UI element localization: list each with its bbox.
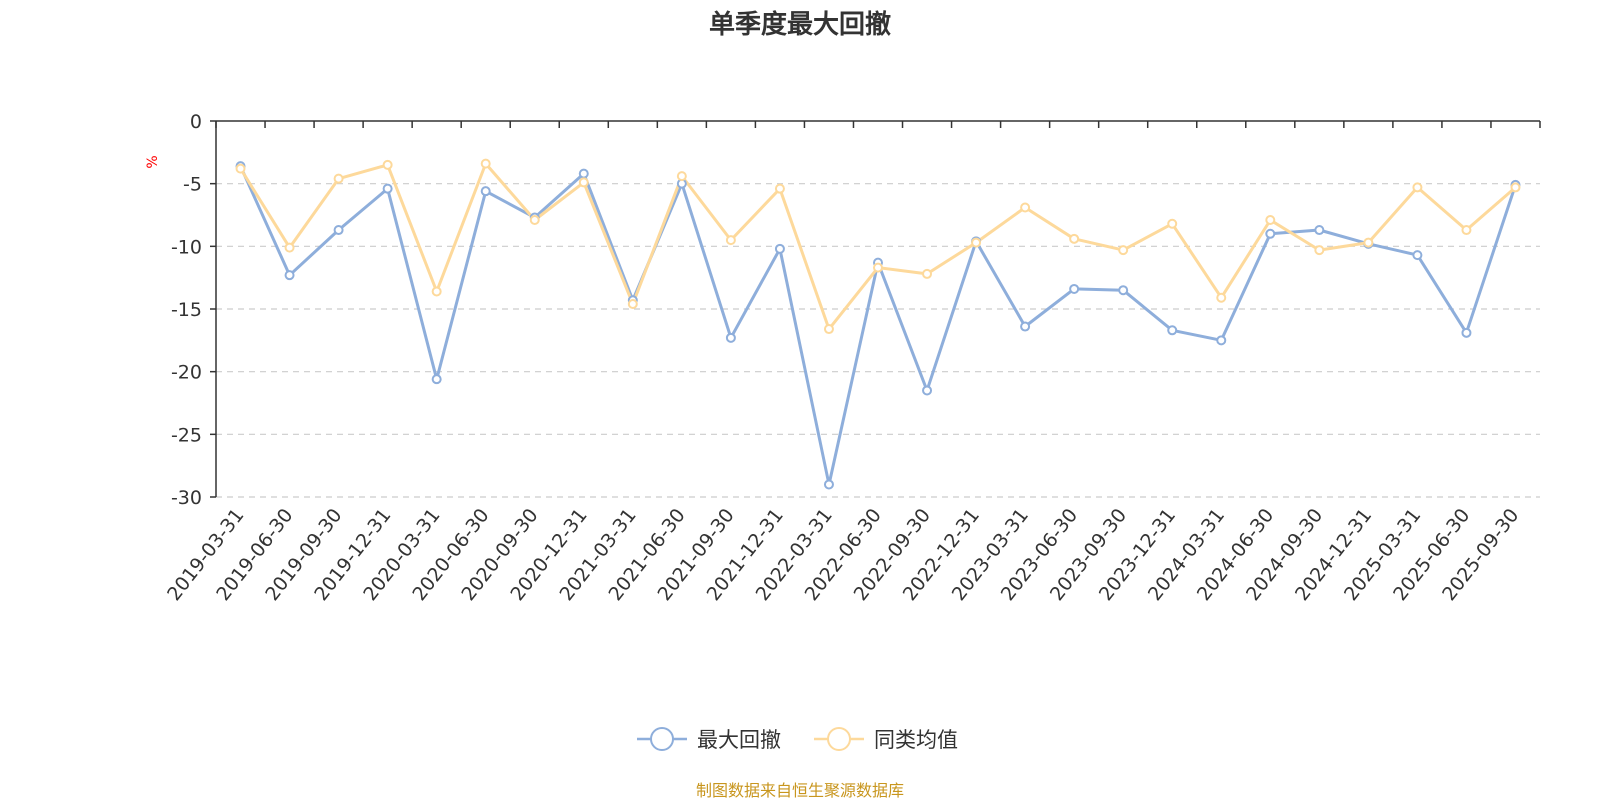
- data-point: [922, 268, 933, 279]
- data-point: [774, 243, 785, 254]
- data-point: [431, 374, 442, 385]
- y-tick-label: -20: [171, 362, 202, 384]
- data-point: [725, 332, 736, 343]
- data-point: [1363, 237, 1374, 248]
- y-tick-label: -5: [183, 174, 202, 196]
- x-axis-ticks: 2019-03-312019-06-302019-09-302019-12-31…: [163, 505, 1523, 606]
- y-tick-label: -30: [171, 487, 202, 509]
- grid-lines: [216, 183, 1540, 498]
- data-point: [1412, 182, 1423, 193]
- data-point: [1510, 182, 1521, 193]
- legend-marker: [650, 727, 674, 751]
- data-point: [1167, 218, 1178, 229]
- data-point: [1020, 321, 1031, 332]
- y-tick-label: 0: [190, 111, 202, 133]
- data-point: [1412, 250, 1423, 261]
- data-point: [529, 215, 540, 226]
- data-point: [823, 324, 834, 335]
- data-point: [284, 270, 295, 281]
- data-point: [333, 225, 344, 236]
- legend-label: 最大回撤: [697, 728, 781, 752]
- data-point: [873, 262, 883, 273]
- data-point: [1069, 283, 1080, 294]
- data-point: [235, 163, 246, 174]
- data-point: [1265, 215, 1276, 226]
- data-point: [333, 173, 344, 184]
- data-point: [922, 385, 933, 396]
- axes: [210, 120, 1541, 498]
- data-point: [480, 186, 491, 197]
- data-point: [1314, 225, 1325, 236]
- y-tick-label: -10: [171, 236, 202, 258]
- data-point: [1069, 233, 1080, 244]
- y-axis-ticks: 0 -5 -10 -15 -20 -25 -30: [171, 111, 202, 509]
- y-tick-label: -25: [171, 424, 202, 446]
- data-point: [971, 237, 982, 248]
- data-point: [1216, 335, 1227, 346]
- data-point: [382, 159, 393, 170]
- chart-title: 单季度最大回撤: [709, 9, 891, 40]
- data-point: [1314, 245, 1325, 256]
- data-point: [725, 235, 736, 246]
- data-point: [578, 177, 589, 188]
- data-point: [1216, 292, 1227, 303]
- data-point: [1118, 245, 1129, 256]
- data-point: [284, 242, 295, 253]
- data-point: [480, 158, 491, 169]
- data-point: [627, 298, 638, 309]
- data-point: [1167, 325, 1178, 336]
- data-point: [1118, 285, 1129, 296]
- data-point: [823, 479, 834, 490]
- source-note: 制图数据来自恒生聚源数据库: [696, 781, 904, 800]
- legend[interactable]: 最大回撤 同类均值: [637, 727, 958, 752]
- data-point: [382, 183, 393, 194]
- data-point: [774, 183, 785, 194]
- data-point: [431, 286, 442, 297]
- y-axis-unit: %: [145, 155, 161, 168]
- legend-label: 同类均值: [874, 728, 958, 752]
- y-tick-label: -15: [171, 299, 202, 321]
- data-point: [1461, 225, 1472, 236]
- series-group: [235, 158, 1521, 490]
- data-point: [676, 171, 687, 182]
- data-point: [1265, 228, 1276, 239]
- data-point: [1461, 327, 1472, 338]
- data-point: [578, 168, 589, 179]
- data-point: [1020, 202, 1031, 213]
- series-line: [239, 165, 1517, 486]
- legend-marker: [827, 727, 851, 751]
